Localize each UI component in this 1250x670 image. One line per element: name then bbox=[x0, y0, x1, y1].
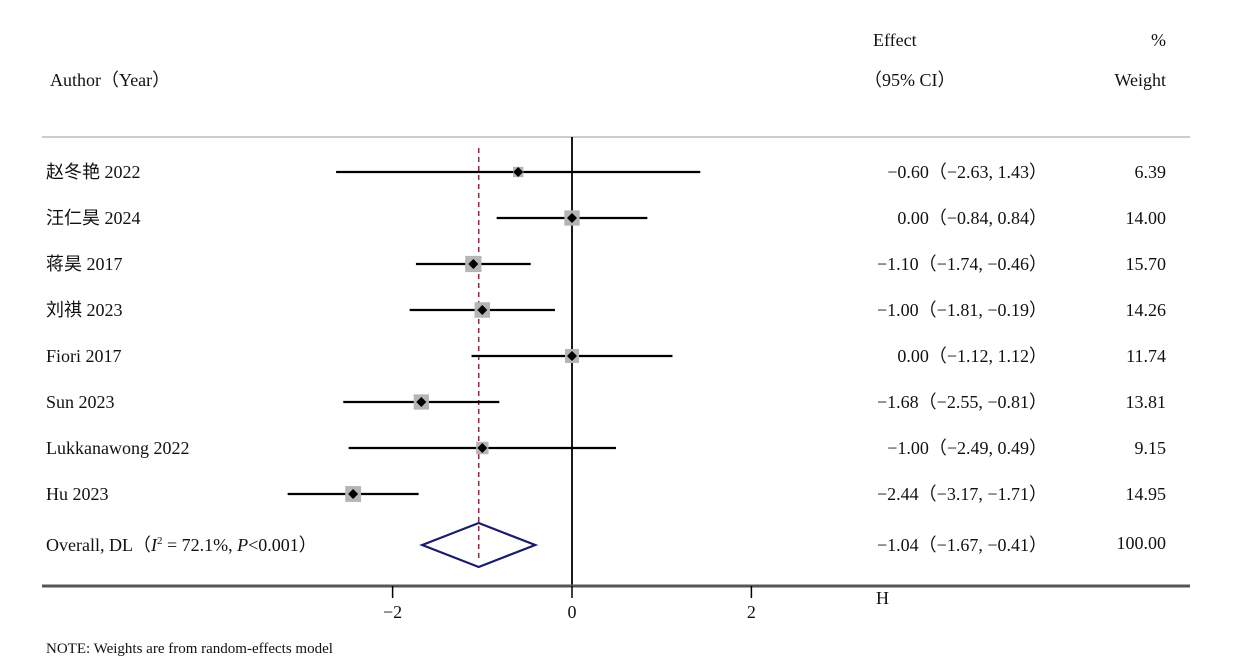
study-weight: 14.26 bbox=[1126, 300, 1167, 320]
x-axis-label: H bbox=[876, 588, 889, 608]
study-weight: 14.95 bbox=[1126, 484, 1167, 504]
overall-label-label-i2-symbol: I bbox=[150, 535, 158, 555]
overall-effect-ci: −1.04（−1.67, −0.41） bbox=[877, 535, 1047, 555]
study-weight: 6.39 bbox=[1135, 162, 1167, 182]
header-percent: % bbox=[1151, 30, 1166, 50]
study-point-estimate bbox=[468, 259, 479, 269]
footnote: NOTE: Weights are from random-effects mo… bbox=[46, 641, 333, 657]
study-weight: 14.00 bbox=[1126, 208, 1167, 228]
header-effect: Effect bbox=[873, 30, 917, 50]
study-effect-ci: −1.00（−2.49, 0.49） bbox=[887, 438, 1047, 458]
study-label: 蒋昊 2017 bbox=[46, 254, 123, 274]
header-ci: （95% CI） bbox=[864, 70, 956, 90]
x-tick-label: 0 bbox=[568, 602, 577, 622]
study-effect-ci: −1.68（−2.55, −0.81） bbox=[877, 392, 1047, 412]
study-weight: 9.15 bbox=[1135, 438, 1167, 458]
overall-weight: 100.00 bbox=[1117, 533, 1167, 553]
overall-label-label-i2-rest: = 72.1%, bbox=[162, 535, 237, 555]
overall-label-label-p-symbol: P bbox=[236, 535, 248, 555]
overall-label-label-i2-sup: 2 bbox=[157, 535, 163, 547]
study-label: Sun 2023 bbox=[46, 392, 115, 412]
study-label: Lukkanawong 2022 bbox=[46, 438, 189, 458]
study-weight: 13.81 bbox=[1126, 392, 1167, 412]
study-label: 汪仁昊 2024 bbox=[46, 208, 141, 228]
overall-diamond bbox=[419, 521, 539, 569]
study-effect-ci: 0.00（−0.84, 0.84） bbox=[897, 208, 1047, 228]
x-tick-label: −2 bbox=[383, 602, 402, 622]
study-label: 刘祺 2023 bbox=[46, 300, 123, 320]
study-point-estimate bbox=[567, 351, 577, 361]
overall-label-label-p-rest: <0.001） bbox=[248, 535, 317, 555]
study-point-estimate bbox=[513, 167, 524, 177]
study-effect-ci: 0.00（−1.12, 1.12） bbox=[897, 346, 1047, 366]
study-label: Fiori 2017 bbox=[46, 346, 122, 366]
overall-label-label-prefix: Overall, DL（ bbox=[46, 535, 151, 555]
overall-label: Overall, DL（I2 = 72.1%, P<0.001） bbox=[46, 535, 317, 555]
study-weight: 11.74 bbox=[1126, 346, 1166, 366]
x-tick-label: 2 bbox=[747, 602, 756, 622]
study-label: 赵冬艳 2022 bbox=[46, 162, 141, 182]
study-effect-ci: −2.44（−3.17, −1.71） bbox=[877, 484, 1047, 504]
study-point-estimate bbox=[567, 213, 577, 223]
header-weight: Weight bbox=[1114, 70, 1166, 90]
study-point-estimate bbox=[477, 443, 488, 453]
study-point-estimate bbox=[348, 489, 359, 499]
study-point-estimate bbox=[416, 397, 427, 407]
study-point-estimate bbox=[477, 305, 488, 315]
study-effect-ci: −0.60（−2.63, 1.43） bbox=[887, 162, 1047, 182]
study-weight: 15.70 bbox=[1126, 254, 1167, 274]
study-effect-ci: −1.10（−1.74, −0.46） bbox=[877, 254, 1047, 274]
header-author: Author（Year） bbox=[50, 70, 170, 90]
study-label: Hu 2023 bbox=[46, 484, 109, 504]
study-effect-ci: −1.00（−1.81, −0.19） bbox=[877, 300, 1047, 320]
